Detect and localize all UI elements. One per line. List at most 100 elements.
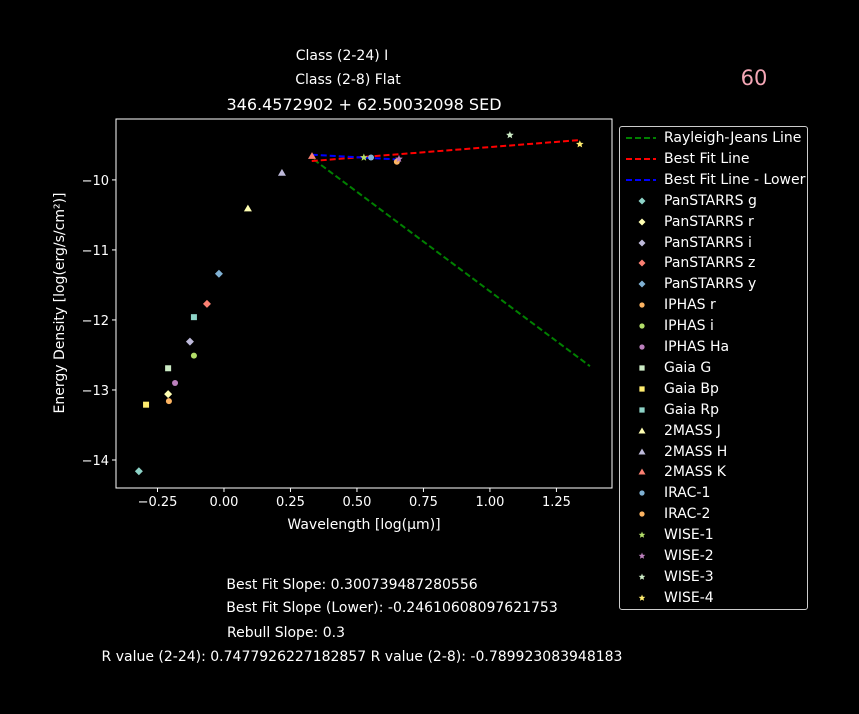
legend-marker-swatch (638, 573, 646, 580)
legend-label: PanSTARRS y (664, 276, 757, 293)
legend-label: Rayleigh-Jeans Line (664, 130, 802, 146)
y-axis-label: Energy Density [log(erg/s/cm²)] (52, 192, 68, 414)
legend-marker-swatch (639, 386, 645, 392)
legend-marker (638, 531, 646, 538)
point-panstarrs-y (214, 269, 223, 278)
legend-marker (639, 490, 645, 496)
point-iphas-ha (172, 379, 179, 386)
legend-marker-swatch (639, 365, 645, 371)
legend-marker-swatch (639, 323, 645, 329)
legend-label: IPHAS r (664, 297, 716, 314)
x-axis-label: Wavelength [log(μm)] (287, 517, 441, 533)
legend-marker (638, 239, 646, 246)
x-tick-label: 1.25 (542, 495, 571, 510)
point-wise-1 (360, 153, 368, 161)
point-panstarrs-i (185, 337, 194, 346)
x-tick-label: 0.75 (409, 495, 438, 510)
legend-line-swatch (626, 137, 656, 139)
point-panstarrs-g (134, 467, 143, 476)
legend-marker-swatch (638, 259, 646, 267)
legend: Rayleigh-Jeans Line Best Fit Line Best Fit… (619, 126, 808, 610)
legend-marker (638, 552, 646, 559)
corner-number: 60 (740, 66, 768, 90)
legend-line-swatch (626, 157, 656, 160)
best-fit-line-lower-line (311, 153, 400, 161)
legend-marker (639, 511, 645, 517)
legend-label: WISE-4 (664, 589, 714, 606)
point-gaia-bp (143, 401, 150, 408)
legend-label: 2MASS J (664, 422, 721, 439)
legend-marker (638, 573, 646, 580)
rebull-slope: Rebull Slope: 0.3 (227, 625, 345, 641)
legend-marker-swatch (638, 280, 646, 288)
legend-marker-swatch (638, 218, 646, 226)
legend-marker-swatch (638, 468, 646, 475)
point-irac-1 (368, 154, 375, 161)
legend-marker (638, 197, 646, 205)
legend-label: Best Fit Line (664, 150, 750, 167)
legend-label: PanSTARRS z (664, 255, 756, 272)
legend-marker-swatch (638, 594, 646, 601)
legend-marker-swatch (638, 448, 646, 454)
point-wise-3 (506, 131, 514, 139)
legend-marker-swatch (638, 552, 646, 559)
legend-line-swatch (626, 178, 656, 181)
y-tick-label: −12 (82, 314, 109, 329)
legend-label: PanSTARRS i (664, 234, 752, 251)
legend-label: Best Fit Line - Lower (664, 171, 806, 188)
legend-label: 2MASS H (664, 443, 728, 460)
point-2mass-h (277, 168, 286, 176)
legend-marker-swatch (638, 427, 646, 434)
legend-marker (638, 448, 646, 454)
point-gaia-g (165, 365, 172, 372)
x-tick-label: 1.00 (475, 495, 504, 510)
legend-marker (639, 344, 645, 350)
legend-marker (639, 365, 645, 371)
point-gaia-rp (190, 314, 197, 321)
class-2-24-label: Class (2-24) I (295, 48, 389, 64)
point-panstarrs-r (164, 390, 173, 399)
legend-marker-swatch (638, 531, 646, 538)
plot-frame (115, 118, 613, 489)
legend-marker-swatch (639, 302, 645, 308)
point-2mass-k (308, 152, 317, 159)
legend-label: IRAC-1 (664, 485, 711, 502)
point-iphas-i (190, 352, 197, 359)
legend-marker (639, 323, 645, 329)
legend-marker (639, 386, 645, 392)
legend-marker (638, 594, 646, 601)
point-2mass-j (243, 204, 252, 212)
x-tick-label: 0.50 (342, 495, 371, 510)
legend-label: IRAC-2 (664, 506, 711, 523)
legend-label: PanSTARRS r (664, 213, 754, 230)
legend-label: Gaia Bp (664, 380, 719, 397)
legend-marker (638, 259, 646, 267)
legend-marker (638, 218, 646, 226)
legend-label: Gaia G (664, 359, 712, 376)
point-wise-2 (395, 154, 403, 163)
legend-marker-swatch (639, 407, 645, 413)
best-fit-slope-lower: Best Fit Slope (Lower): -0.2461060809762… (226, 600, 558, 616)
point-iphas-r (165, 398, 172, 405)
legend-marker (639, 302, 645, 308)
class-2-8-label: Class (2-8) Flat (295, 72, 401, 88)
point-wise-4 (576, 140, 584, 148)
legend-label: WISE-2 (664, 548, 714, 564)
best-fit-slope: Best Fit Slope: 0.300739487280556 (226, 577, 478, 593)
legend-marker-swatch (638, 197, 646, 205)
legend-label: IPHAS i (664, 318, 714, 335)
chart-title: 346.4572902 + 62.50032098 SED (226, 95, 502, 114)
y-tick-label: −11 (82, 244, 109, 259)
legend-marker-swatch (638, 239, 646, 246)
x-tick-label: 0.25 (276, 495, 305, 510)
legend-label: WISE-3 (664, 568, 714, 585)
point-panstarrs-z (202, 299, 211, 308)
legend-label: 2MASS K (664, 464, 726, 481)
y-tick-label: −14 (82, 454, 109, 469)
x-tick-label: 0.00 (209, 495, 238, 510)
legend-marker (638, 427, 646, 434)
legend-marker-swatch (639, 344, 645, 350)
legend-marker (638, 468, 646, 475)
legend-marker (639, 407, 645, 413)
